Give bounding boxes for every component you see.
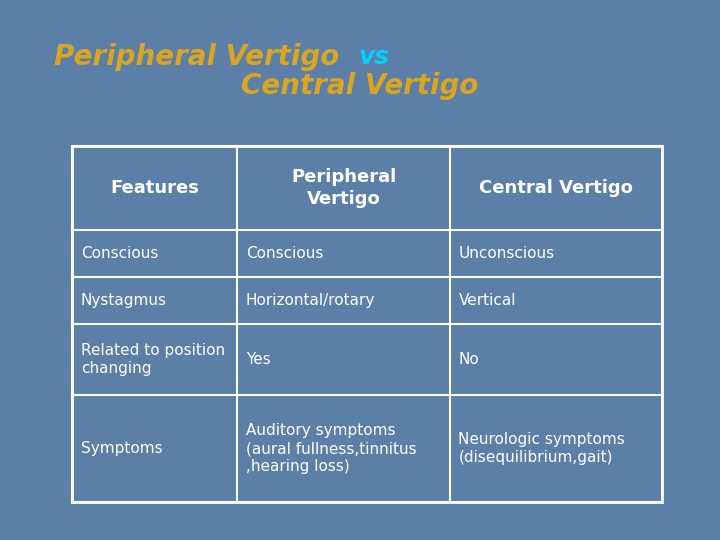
Text: Peripheral
Vertigo: Peripheral Vertigo: [291, 168, 396, 208]
Text: No: No: [459, 352, 480, 367]
Text: Conscious: Conscious: [81, 246, 158, 261]
Text: Vertical: Vertical: [459, 293, 516, 308]
Text: Unconscious: Unconscious: [459, 246, 554, 261]
Text: Conscious: Conscious: [246, 246, 323, 261]
Text: Nystagmus: Nystagmus: [81, 293, 166, 308]
Text: Peripheral Vertigo: Peripheral Vertigo: [54, 43, 349, 71]
Text: vs: vs: [359, 45, 390, 69]
Bar: [72, 146, 662, 502]
Text: Symptoms: Symptoms: [81, 441, 162, 456]
Text: Yes: Yes: [246, 352, 271, 367]
Text: Related to position
changing: Related to position changing: [81, 343, 225, 376]
Text: Horizontal/rotary: Horizontal/rotary: [246, 293, 375, 308]
Text: Auditory symptoms
(aural fullness,tinnitus
,hearing loss): Auditory symptoms (aural fullness,tinnit…: [246, 423, 417, 474]
Text: Neurologic symptoms
(disequilibrium,gait): Neurologic symptoms (disequilibrium,gait…: [459, 432, 625, 465]
Text: Central Vertigo: Central Vertigo: [480, 179, 633, 197]
Text: Features: Features: [110, 179, 199, 197]
Text: Central Vertigo: Central Vertigo: [241, 72, 479, 100]
